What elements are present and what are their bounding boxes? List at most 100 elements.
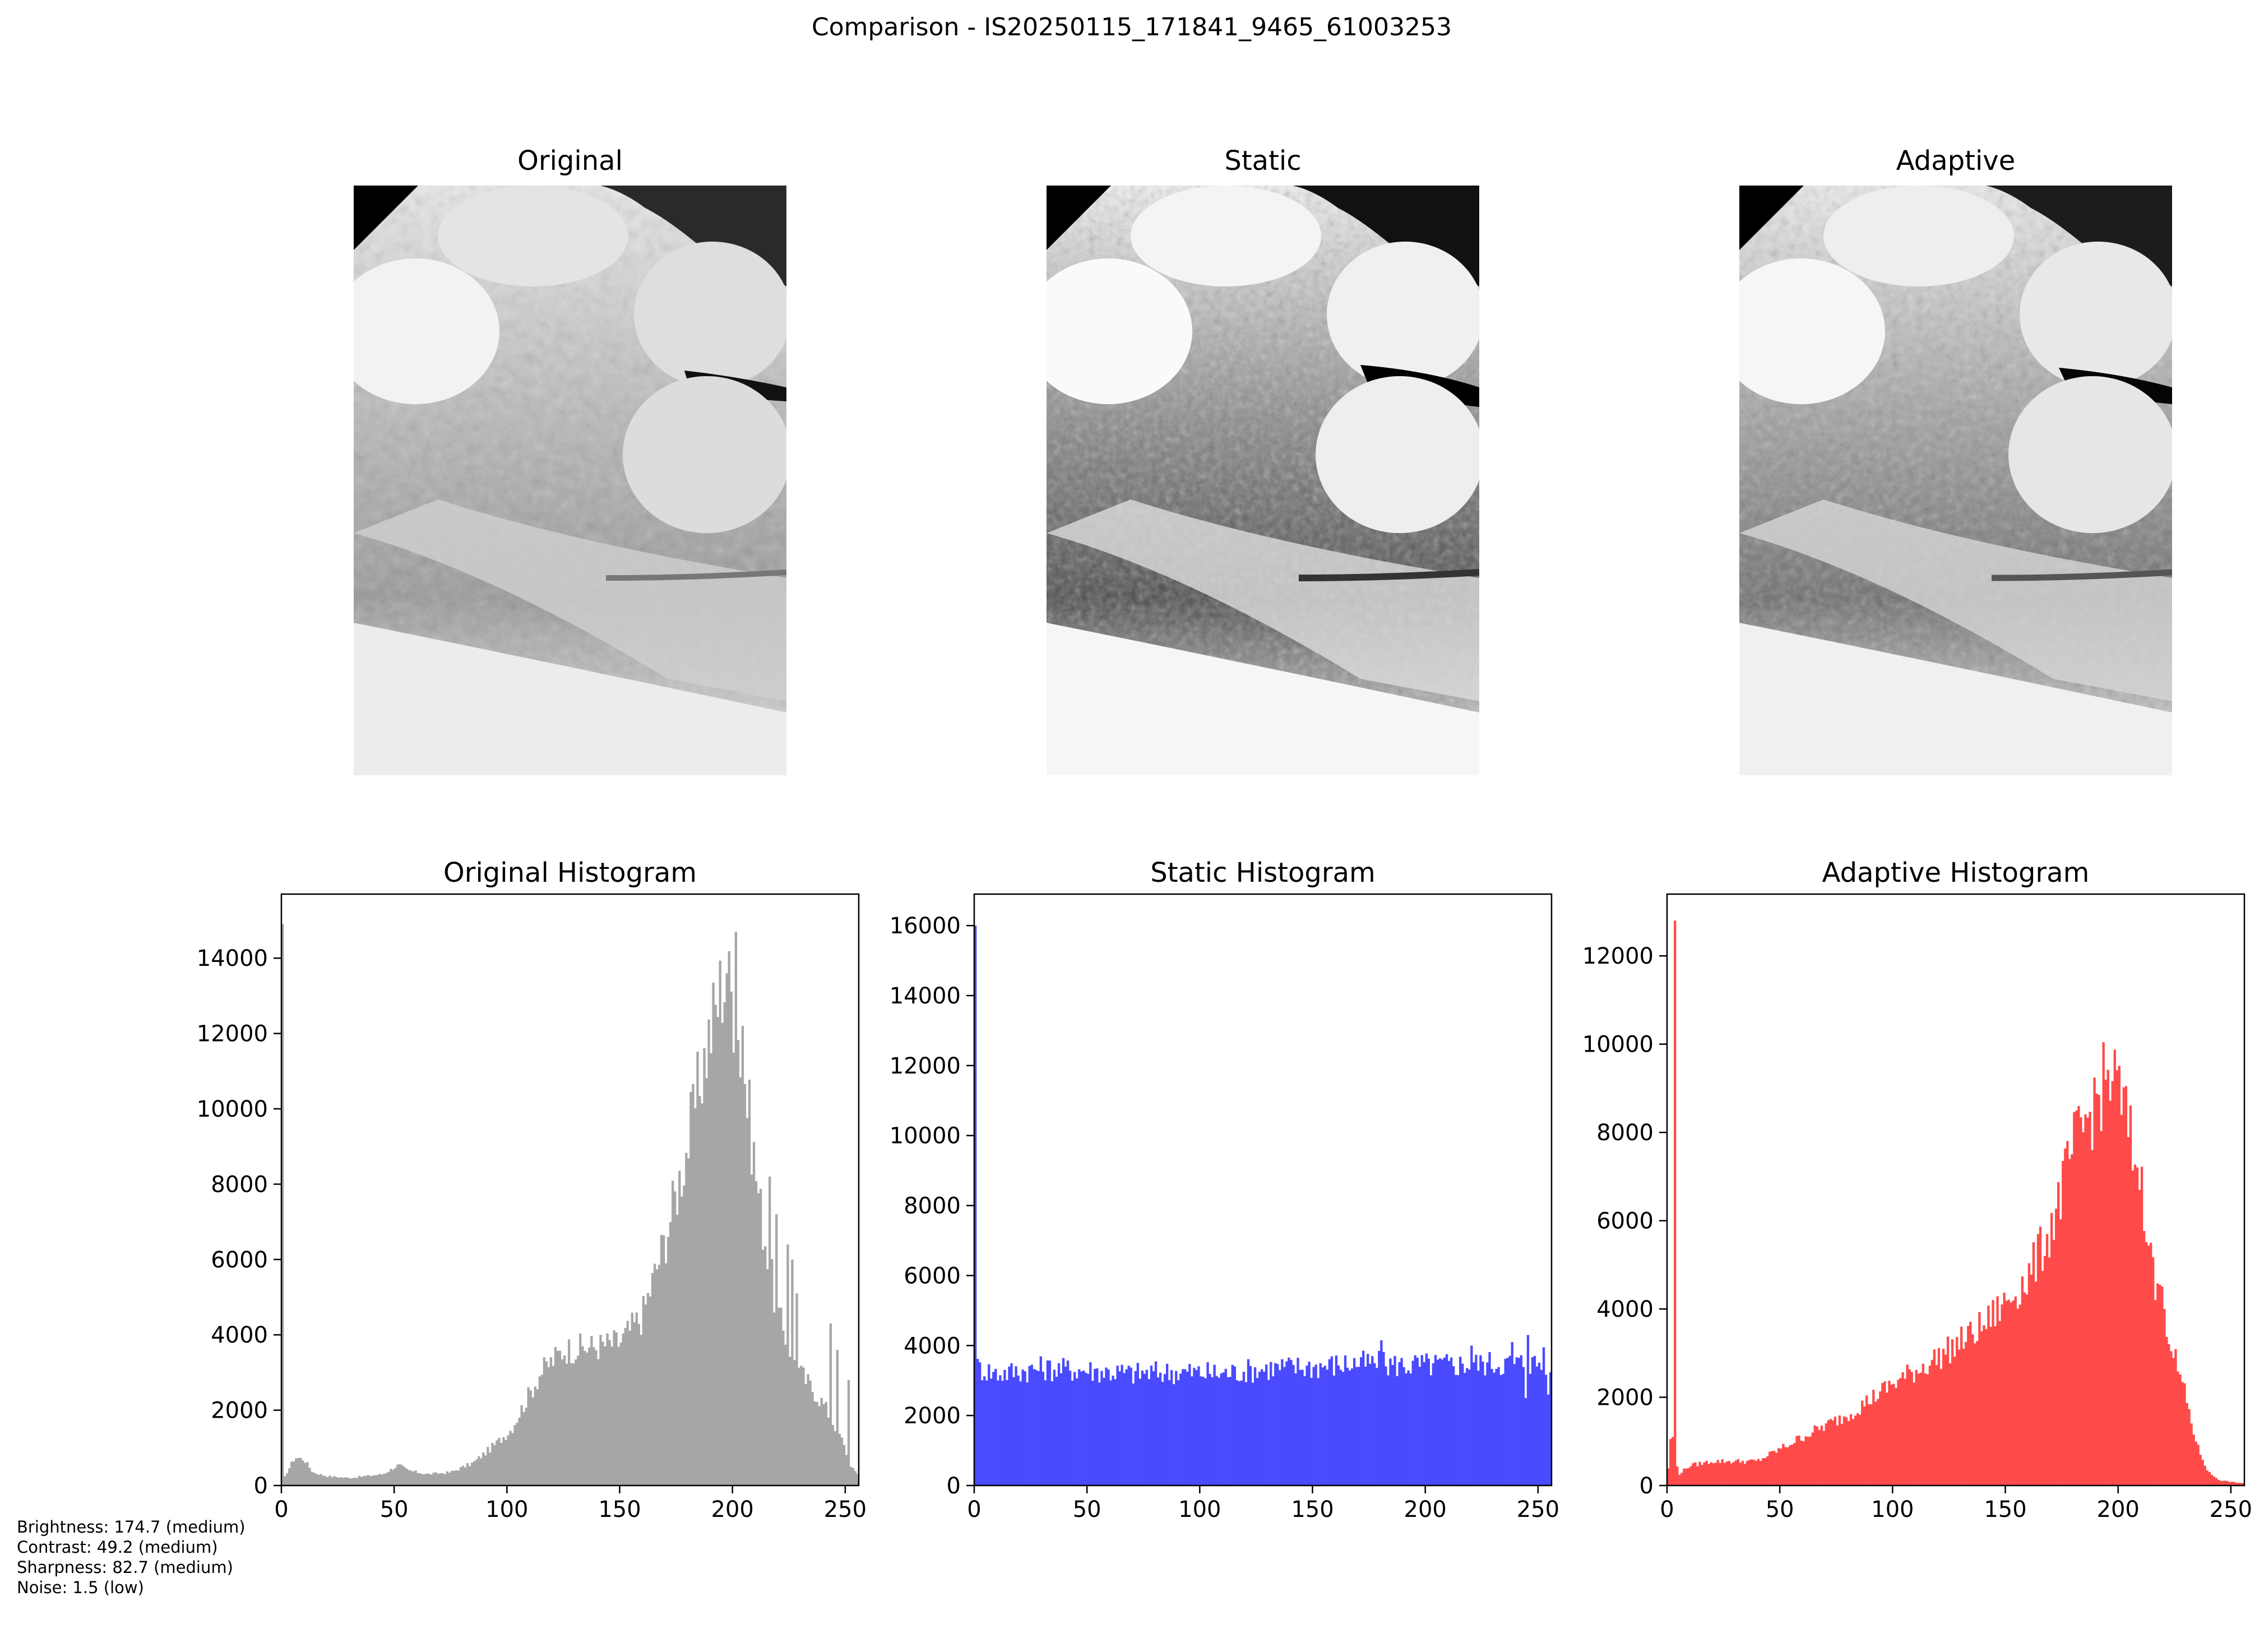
histogram-bar [834,1431,837,1486]
histogram-bar [2206,1470,2209,1486]
histogram-bar [1326,1369,1328,1486]
histogram-bar [1888,1381,1891,1486]
histogram-bar [2177,1371,2179,1486]
histogram-bar [1360,1357,1363,1486]
histogram-bar [1068,1371,1072,1486]
histogram-bar [622,1333,624,1486]
histogram-bar [1996,1296,1999,1486]
histogram-bar [1764,1457,1767,1486]
histogram-bar [340,1477,342,1486]
histogram-bar [1459,1357,1462,1486]
histogram-bar [1182,1369,1184,1486]
histogram-bar [822,1404,825,1486]
histogram-bar [1094,1368,1096,1486]
histogram-bar [2224,1480,2227,1486]
histogram-bar [2098,1095,2100,1486]
xray-image-original [354,186,786,775]
histogram-bar [1680,1473,1683,1486]
histogram-bar [1773,1451,1776,1486]
histogram-bar [2226,1481,2229,1486]
histogram-bar [423,1474,426,1486]
x-tick-label: 250 [1517,1497,1559,1523]
x-tick-label: 150 [1984,1497,2026,1523]
histogram-title: Original Histogram [443,857,697,889]
histogram-bar [2124,1086,2128,1486]
histogram-bar [1475,1354,1478,1486]
histogram-bar [1188,1364,1191,1486]
histogram-bar [1132,1383,1135,1486]
y-tick-label: 4000 [211,1322,268,1348]
histogram-bar [1746,1461,1749,1486]
histogram-bar [1369,1363,1372,1486]
histogram-bar [1118,1371,1121,1486]
histogram-bar [2133,1164,2137,1486]
histogram-bar [1416,1358,1419,1486]
histogram-bar [1958,1349,1961,1486]
x-tick-label: 100 [485,1497,528,1523]
histogram-bar [1414,1355,1416,1486]
histogram-bar [1939,1369,1943,1486]
histogram-bar [1809,1436,1812,1486]
histogram-bar [1082,1371,1085,1486]
histogram-bar [281,924,284,1486]
histogram-bar [1161,1382,1164,1486]
histogram-bar [775,1214,778,1486]
histogram-bar [2221,1480,2225,1486]
histogram-bar [974,926,977,1486]
histogram-bar [1477,1371,1480,1486]
histogram-bar [1175,1371,1178,1486]
histogram-bar [1457,1375,1460,1486]
histogram-bar [1980,1331,1983,1486]
histogram-bar [981,1380,984,1486]
histogram-bar [793,1360,796,1486]
histogram-bar [1276,1364,1279,1486]
y-tick-label: 8000 [211,1172,268,1197]
histogram-bar [983,1376,986,1486]
histogram-bar [640,1335,643,1486]
histogram-bar [1447,1361,1451,1486]
histogram-bar [1951,1339,1954,1486]
histogram-bar [1960,1326,1963,1486]
histogram-bar [1924,1373,1927,1486]
histogram-bar [1933,1349,1936,1486]
histogram-bar [737,1040,740,1486]
histogram-bar [390,1469,392,1486]
histogram-bar [1147,1379,1151,1486]
histogram-bar [1003,1369,1006,1486]
histogram-bar [1367,1354,1369,1486]
x-tick-label: 150 [598,1497,641,1523]
histogram-bar [1015,1366,1017,1486]
histogram-bar [1868,1404,1871,1486]
histogram-bar [1886,1392,1888,1486]
histogram-bar [511,1433,514,1486]
histogram-bar [412,1471,415,1486]
histogram-bar [1283,1367,1286,1486]
histogram-bar [1840,1424,1844,1486]
histogram-bar [1256,1378,1259,1486]
histogram-bar [2062,1160,2064,1486]
histogram-bar [2007,1299,2010,1486]
histogram-bar [2071,1154,2073,1486]
histogram-bar [1371,1356,1374,1486]
y-tick-label: 8000 [904,1193,961,1219]
histogram-bar [1420,1355,1423,1486]
histogram-bar [1730,1463,1733,1486]
histogram-bar [1978,1312,1981,1486]
histogram-bar [1398,1362,1401,1486]
histogram-bar [714,1005,717,1486]
histogram-bar [362,1476,365,1486]
histogram-bar [2021,1276,2024,1486]
histogram-bar [2048,1257,2051,1486]
histogram-bar [746,1118,749,1486]
histogram-bar [1385,1366,1387,1486]
histogram-bar [1017,1375,1020,1486]
histogram-bar [997,1380,999,1486]
histogram-bar [1752,1460,1756,1486]
histogram-bar [1692,1463,1694,1486]
histogram-bar [845,1455,848,1486]
histogram-bar [556,1350,559,1486]
histogram-bar [1971,1334,1974,1486]
histogram-bar [1085,1372,1087,1486]
histogram-bar [536,1389,539,1486]
